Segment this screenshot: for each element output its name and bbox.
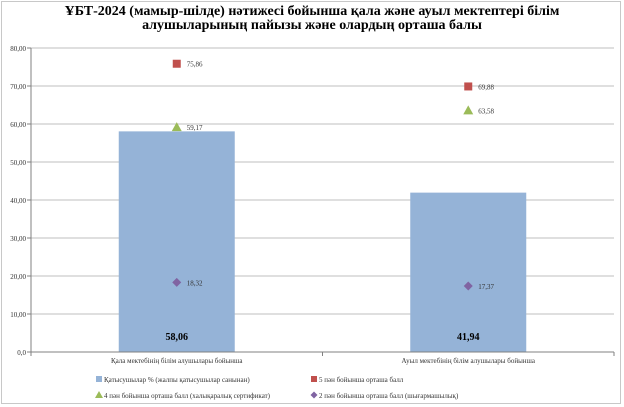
bar-1 (118, 131, 235, 352)
y-tick-label: 50,00 (10, 159, 26, 167)
markers (171, 59, 474, 291)
square-marker (172, 59, 181, 68)
diamond-marker (172, 277, 182, 287)
legend-square-swatch (311, 376, 317, 382)
legend: Қатысушылар % (жалпы қатысушылар санынан… (95, 376, 459, 400)
square-marker (464, 82, 473, 91)
triangle-marker (171, 122, 182, 132)
marker-value-label: 75,86 (187, 61, 203, 69)
bars (118, 131, 527, 352)
legend-item: 2 пән бойынша орташа балл (шығармашылық) (310, 391, 459, 400)
marker-value-label: 17,37 (478, 283, 494, 291)
x-category-label: Қала мектебінің білім алушылары бойынша (111, 357, 243, 365)
y-tick-label: 30,00 (10, 235, 26, 243)
axes: 0,0 10,00 20,00 30,00 40,00 50,00 60,00 70,00 80… (10, 45, 615, 365)
legend-label: 4 пән бойынша орташа балл (халықаралық с… (104, 392, 271, 400)
legend-swatch (96, 376, 102, 382)
chart-title-line-2: алушыларының пайызы және олардың орташа … (142, 18, 482, 33)
marker-value-label: 69,88 (478, 83, 494, 91)
y-tick-label: 60,00 (10, 121, 26, 129)
chart-title: ҰБТ-2024 (мамыр-шілде) нәтижесі бойынша … (0, 5, 624, 33)
y-tick-label: 70,00 (10, 83, 26, 91)
legend-item: 4 пән бойынша орташа балл (халықаралық с… (95, 391, 271, 400)
gridlines (31, 47, 614, 353)
y-tick-label: 10,00 (10, 311, 26, 319)
legend-item: 5 пән бойынша орташа балл (311, 376, 404, 384)
legend-diamond-swatch (310, 391, 318, 399)
marker-value-label: 63,58 (478, 107, 494, 115)
y-tick-label: 0,0 (17, 349, 26, 357)
y-tick-label: 80,00 (10, 45, 26, 53)
x-category-label: Ауыл мектебінің білім алушылары бойынша (401, 357, 535, 365)
legend-label: 2 пән бойынша орташа балл (шығармашылық) (319, 392, 459, 400)
legend-label: 5 пән бойынша орташа балл (319, 376, 404, 384)
legend-item: Қатысушылар % (жалпы қатысушылар санынан… (96, 376, 250, 384)
legend-triangle-swatch (95, 391, 103, 398)
bar-value-label: 41,94 (457, 332, 480, 343)
marker-value-label: 18,32 (187, 279, 203, 287)
triangle-marker (463, 105, 474, 115)
y-tick-label: 40,00 (10, 197, 26, 205)
data-labels: 58,06 41,94 75,86 69,88 59,17 63,58 18,32 17,37 (166, 61, 495, 343)
diamond-marker (463, 281, 473, 291)
bar-2 (410, 192, 527, 352)
marker-value-label: 59,17 (187, 124, 203, 132)
legend-label: Қатысушылар % (жалпы қатысушылар санынан… (104, 376, 250, 384)
bar-value-label: 58,06 (166, 332, 189, 343)
chart-title-line-1: ҰБТ-2024 (мамыр-шілде) нәтижесі бойынша … (64, 4, 560, 19)
y-tick-label: 20,00 (10, 273, 26, 281)
